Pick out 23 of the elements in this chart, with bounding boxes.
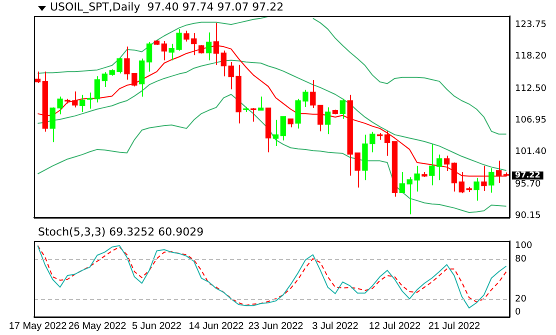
y-tick-label: 101.40 — [515, 147, 547, 158]
chart-title: USOIL_SPT,Daily 97.40 97.74 97.07 97.22 — [50, 0, 284, 14]
x-tick-label: 14 Jun 2022 — [188, 320, 244, 332]
chart-title: Stoch(5,3,3) 69.3252 60.9029 — [38, 225, 204, 238]
y-tick-label: 20 — [515, 294, 527, 304]
y-tick-label: 0 — [515, 308, 521, 318]
y-tick-label: 100 — [515, 241, 532, 252]
y-tick-label: 123.75 — [515, 20, 546, 30]
x-tick-label: 17 May 2022 — [8, 320, 68, 332]
x-tick-label: 21 Jul 2022 — [428, 320, 481, 332]
y-tick-label: 118.20 — [515, 52, 547, 62]
y-tick-label: 112.50 — [515, 84, 547, 94]
x-tick-label: 23 Jun 2022 — [248, 320, 304, 332]
x-tick-label: 3 Jul 2022 — [312, 320, 359, 332]
x-tick-label: 26 May 2022 — [68, 320, 127, 332]
x-tick-label: 12 Jul 2022 — [368, 320, 422, 332]
text: 97.22 — [515, 170, 540, 180]
y-tick-label: 95.70 — [515, 179, 542, 190]
y-tick-label: 80 — [515, 254, 527, 264]
y-tick-label: 106.95 — [515, 116, 546, 126]
candlestick — [422, 172, 428, 178]
y-tick-label: 90.15 — [515, 210, 541, 221]
x-tick-label: 5 Jun 2022 — [132, 320, 182, 332]
